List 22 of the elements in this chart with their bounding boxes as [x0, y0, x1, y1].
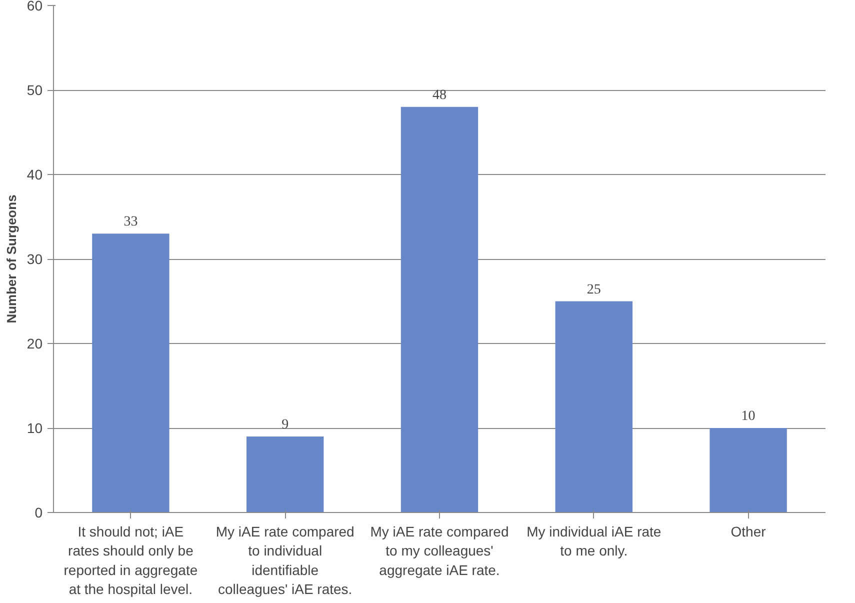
bar — [92, 234, 170, 512]
y-tick-label: 0 — [34, 504, 43, 520]
y-tick-label: 50 — [26, 82, 43, 98]
bar — [710, 428, 787, 512]
bar — [555, 301, 632, 512]
bar — [400, 106, 478, 512]
y-tick-label: 60 — [26, 0, 43, 14]
x-tick-label: Other — [730, 524, 766, 540]
data-label: 25 — [586, 282, 601, 298]
data-label: 33 — [124, 214, 138, 230]
y-tick-label: 40 — [26, 166, 43, 182]
x-tick-label: My individual iAE rate to me only. — [526, 524, 662, 559]
bar — [246, 436, 324, 512]
data-label: 48 — [432, 88, 446, 103]
y-tick-label: 10 — [26, 420, 43, 436]
y-tick-label: 20 — [26, 336, 43, 352]
data-label: 10 — [741, 409, 756, 424]
y-tick-label: 30 — [26, 251, 43, 267]
x-tick-label: It should not; iAE rates should only be reported in aggregate at the hospital level. — [64, 524, 198, 598]
x-tick-label: My iAE rate compared to individual identifiable colleagues' iAE rates. — [216, 524, 354, 598]
y-axis-title: Number of Surgeons — [4, 194, 19, 324]
x-tick-label: My iAE rate compared to my colleagues' aggregate iAE rate. — [370, 524, 509, 578]
